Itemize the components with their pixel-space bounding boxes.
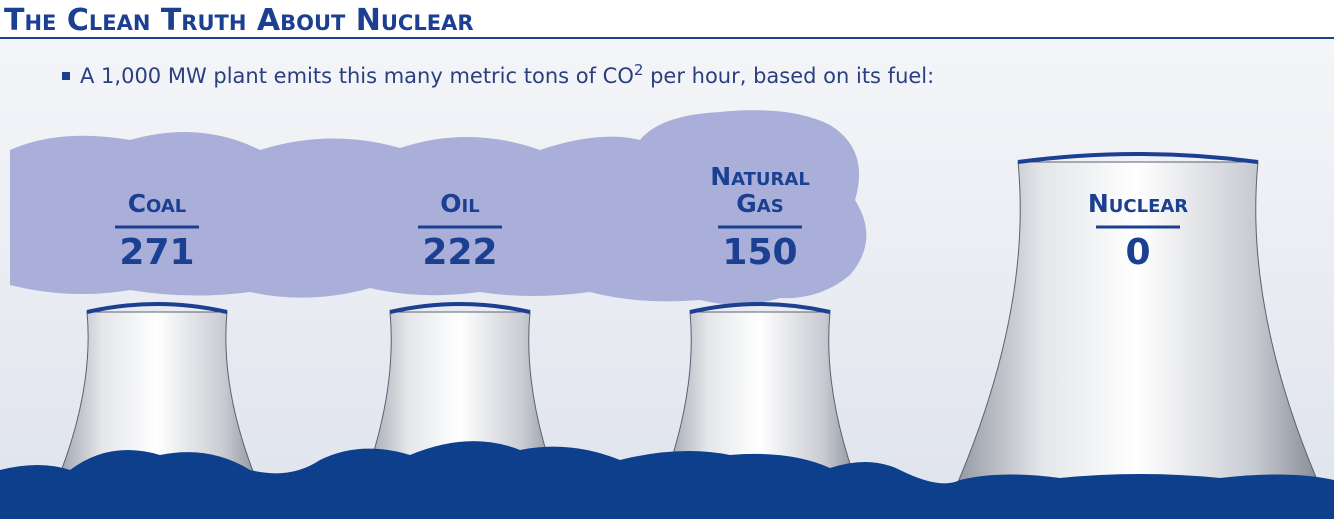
- emission-value: 150: [722, 232, 797, 273]
- bullet: [62, 72, 70, 80]
- emission-value: 271: [119, 232, 194, 273]
- label-line: Natural: [710, 162, 810, 191]
- label-line: Gas: [736, 189, 783, 218]
- fuel-label: Nuclear: [1088, 189, 1188, 218]
- subtitle-text: A 1,000 MW plant emits this many metric …: [80, 64, 634, 88]
- subtitle-text: per hour, based on its fuel:: [643, 64, 934, 88]
- superscript: 2: [634, 61, 644, 79]
- emission-value: 0: [1125, 232, 1150, 273]
- fuel-label: Oil: [440, 189, 479, 218]
- title: The Clean Truth About Nuclear: [4, 3, 474, 38]
- fuel-label: Coal: [128, 189, 187, 218]
- infographic: The Clean Truth About Nuclear A 1,000 MW…: [0, 0, 1334, 519]
- emission-value: 222: [422, 232, 497, 273]
- subtitle: A 1,000 MW plant emits this many metric …: [80, 61, 934, 88]
